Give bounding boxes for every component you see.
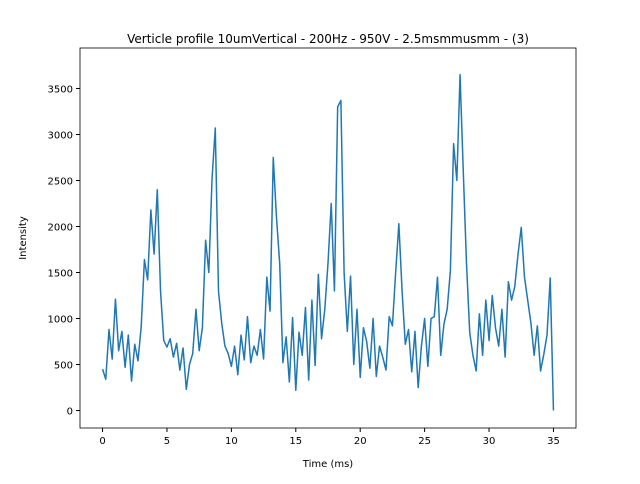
x-tick-label: 0 <box>99 436 105 447</box>
y-tick-label: 2500 <box>48 176 73 187</box>
y-axis-label: Intensity <box>18 216 29 260</box>
x-tick-label: 20 <box>354 436 367 447</box>
y-tick-label: 2000 <box>48 222 73 233</box>
y-tick-label: 1000 <box>48 315 73 326</box>
x-tick-label: 25 <box>418 436 431 447</box>
y-tick-label: 0 <box>67 407 73 418</box>
x-tick-label: 15 <box>289 436 302 447</box>
x-tick-label: 35 <box>547 436 560 447</box>
data-line <box>101 73 555 411</box>
x-tick-label: 5 <box>164 436 170 447</box>
x-tick-label: 30 <box>483 436 496 447</box>
chart-title: Verticle profile 10umVertical - 200Hz - … <box>127 32 529 46</box>
y-tick-label: 500 <box>54 361 73 372</box>
y-tick-label: 1500 <box>48 269 73 280</box>
x-tick-label: 10 <box>225 436 238 447</box>
y-tick-label: 3000 <box>48 130 73 141</box>
plot-frame <box>79 47 577 429</box>
y-tick-label: 3500 <box>48 84 73 95</box>
x-axis-label: Time (ms) <box>302 459 354 470</box>
